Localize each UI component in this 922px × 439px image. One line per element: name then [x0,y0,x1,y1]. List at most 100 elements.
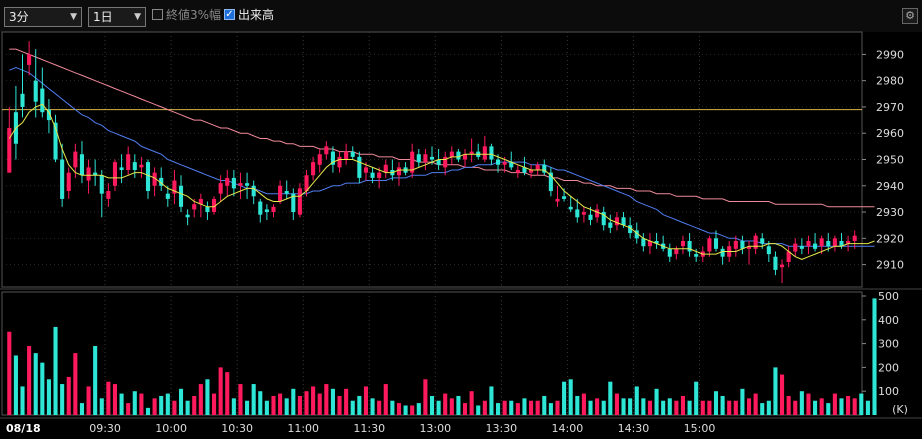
volume-bar [700,400,705,415]
time-axis-label: 14:00 [552,422,584,435]
volume-bar [819,398,824,415]
candle-body [548,172,553,192]
close-bar-checkbox[interactable] [152,9,163,20]
volume-bar [601,400,606,415]
price-tick-label: 2910 [876,259,904,272]
price-tick-label: 2970 [876,101,904,114]
candle-body [667,248,672,257]
chart-toolbar: 3分 ▼ 1日 ▼ 終値3%幅 ✓ 出来高 ⚙ [0,0,922,32]
volume-bar [370,398,375,415]
candle-body [416,154,421,163]
volume-tick-label: 300 [878,338,899,351]
time-axis-label: 13:00 [419,422,451,435]
volume-bar [79,403,85,415]
candle-body [27,54,32,65]
volume-bar [720,395,725,415]
candle-body [852,235,857,241]
candle-body [330,151,335,165]
candle-body [449,151,454,157]
volume-bar [456,395,461,415]
candle-body [185,214,190,218]
moving-average-mid-line [9,66,875,247]
candle-body [456,151,461,160]
candle-body [674,248,679,255]
volume-bar [350,400,355,415]
volume-bar [73,353,78,415]
candle-body [60,159,65,199]
volume-bar [482,400,487,415]
volume-checkbox[interactable]: ✓ [224,9,235,20]
volume-bar [674,400,679,415]
time-axis-label: 09:30 [89,422,121,435]
candle-body [311,162,316,176]
candle-body [225,177,230,186]
volume-bar [786,395,791,415]
volume-bar [548,403,553,415]
candle-body [495,159,501,165]
price-tick-label: 2980 [876,75,904,88]
volume-bar [806,393,811,415]
volume-bar [159,395,164,415]
volume-label: 出来高 [238,8,275,22]
check-icon: ✓ [225,9,234,20]
candle-body [469,151,474,155]
volume-bar [251,384,256,415]
candle-body [119,167,124,171]
volume-bar [515,403,520,415]
time-axis-label: 11:30 [353,422,385,435]
volume-bar [357,395,362,415]
candle-body [132,162,137,171]
candle-body [297,188,302,215]
candle-body [40,88,45,113]
volume-bar [383,384,388,415]
volume-bar [595,398,600,415]
volume-bar [205,379,210,415]
candle-body [502,162,507,165]
candle-body [581,212,586,215]
gear-icon: ⚙ [905,9,915,22]
candle-body [112,162,118,186]
candle-body [139,164,144,168]
price-tick-label: 2930 [876,206,904,219]
volume-bar [694,381,699,415]
time-axis-label: 08/18 [6,422,41,435]
candle-body [363,167,369,173]
volume-bar [66,376,71,415]
candle-body [529,170,534,173]
candle-body [344,151,349,160]
volume-bar [423,379,428,415]
candle-body [238,183,243,186]
candle-body [106,191,111,199]
volume-bar [119,393,124,415]
volume-bar [793,400,798,415]
candle-body [423,154,428,163]
volume-bar [495,403,501,415]
volume-tick-label: 100 [878,385,899,398]
volume-bar [231,398,236,415]
settings-gear-button[interactable]: ⚙ [902,8,918,24]
volume-bar [826,403,831,415]
volume-bar [713,391,719,415]
volume-bar [106,381,111,415]
volume-bar [542,395,547,415]
volume-bar [238,384,243,415]
period-select[interactable]: 1日 ▼ [88,7,146,27]
candle-body [396,167,402,176]
volume-bar [396,403,402,415]
candle-body [713,238,719,249]
volume-bar [449,398,454,415]
volume-bar [86,386,91,415]
volume-bar [779,374,785,415]
candle-body [436,159,441,165]
volume-bar [297,395,302,415]
candle-body [278,185,283,202]
volume-bar [760,403,765,415]
candle-body [324,146,329,155]
interval-select[interactable]: 3分 ▼ [4,7,82,27]
volume-bar [304,391,309,415]
volume-bar [112,384,118,415]
candle-body [621,217,626,226]
volume-bar [60,384,65,415]
volume-bar [568,379,573,415]
volume-bar [469,391,474,415]
